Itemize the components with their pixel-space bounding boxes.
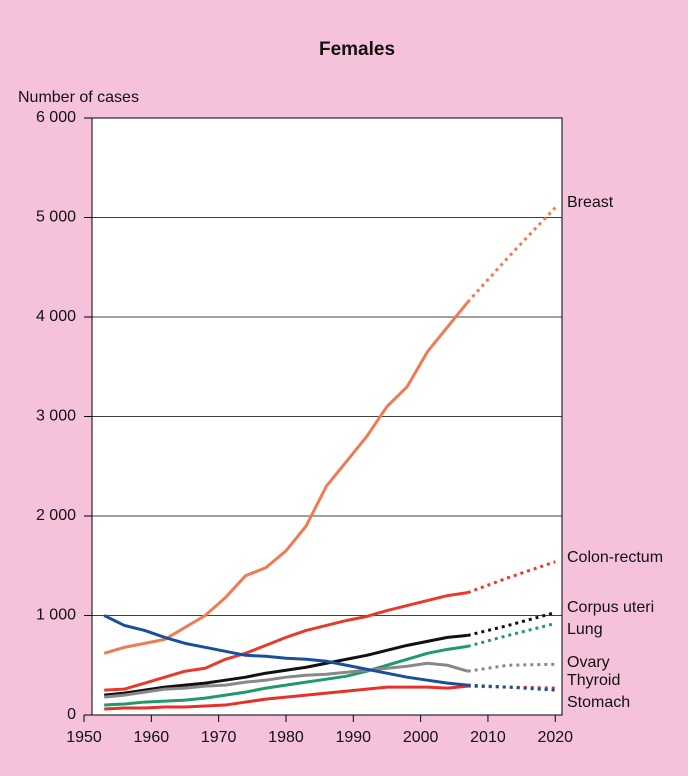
observed-line	[103, 301, 469, 655]
projection-line	[467, 683, 556, 692]
x-tick-label: 1970	[201, 729, 237, 746]
chart-title: Females	[319, 39, 395, 60]
y-tick-label: 1 000	[36, 607, 76, 624]
series-label: Lung	[567, 621, 603, 638]
y-tick-label: 0	[67, 706, 76, 723]
observed-line	[104, 684, 468, 711]
y-tick-label: 2 000	[36, 507, 76, 524]
x-tick-label: 1960	[134, 729, 170, 746]
series-label: Colon-rectum	[567, 549, 663, 566]
observed-line	[104, 633, 468, 697]
projection-line	[467, 560, 556, 595]
observed-line	[104, 661, 469, 699]
observed-line	[104, 644, 468, 707]
y-tick-label: 3 000	[36, 408, 76, 425]
x-tick-label: 1980	[268, 729, 304, 746]
x-tick-label: 2000	[403, 729, 439, 746]
series-label: Stomach	[567, 694, 630, 711]
x-tick-label: 2020	[537, 729, 573, 746]
observed-line	[104, 591, 468, 692]
series-label: Breast	[567, 194, 614, 211]
y-tick-label: 4 000	[36, 308, 76, 325]
y-tick-label: 6 000	[36, 109, 76, 126]
x-tick-label: 2010	[470, 729, 506, 746]
projection-line	[467, 662, 556, 673]
series-label: Ovary	[567, 654, 610, 671]
x-tick-label: 1990	[335, 729, 371, 746]
y-tick-label: 5 000	[36, 209, 76, 226]
observed-line	[103, 614, 468, 687]
x-tick-label: 1950	[66, 729, 102, 746]
series-label: Corpus uteri	[567, 599, 654, 616]
series-label: Thyroid	[567, 672, 620, 689]
y-axis-label: Number of cases	[18, 89, 139, 106]
projection-line	[466, 206, 557, 304]
